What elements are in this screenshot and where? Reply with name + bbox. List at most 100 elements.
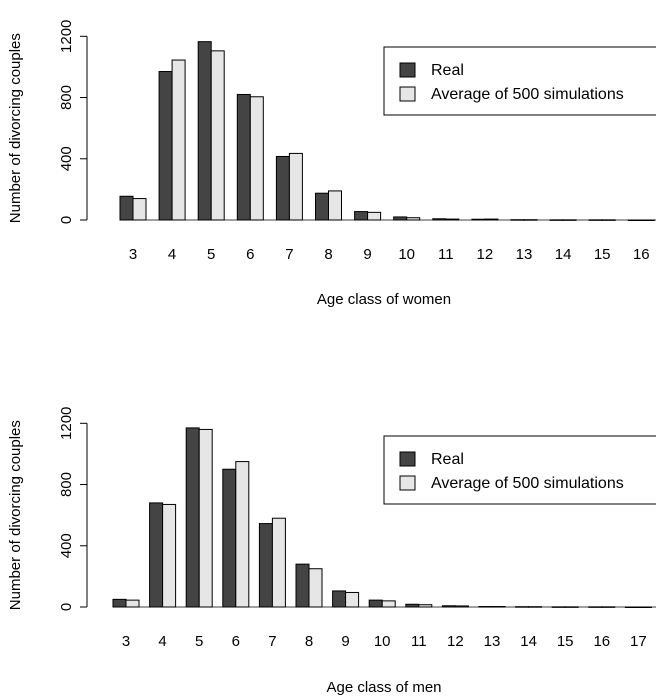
chart-men: 0 400 800 1200 Number of divorcing couples 3 4… <box>0 388 656 698</box>
x-tick-label: 7 <box>268 633 276 650</box>
x-tick-label: 6 <box>232 633 240 650</box>
bar-real <box>185 427 200 608</box>
bar-simulated <box>381 600 396 608</box>
legend-label-real: Real <box>431 62 464 79</box>
y-tick-label: 400 <box>58 146 75 171</box>
bar-simulated <box>484 218 499 221</box>
x-axis-title: Age class of men <box>326 679 441 696</box>
bar-real <box>197 41 212 221</box>
bar-simulated <box>528 606 543 608</box>
bar-real <box>275 155 290 221</box>
bar-simulated <box>132 198 147 221</box>
bar-real <box>588 219 603 221</box>
bar-real <box>393 216 408 221</box>
x-tick-label: 3 <box>129 246 137 263</box>
chart-women: 0 400 800 1200 Number of divorcing couples 3 4… <box>0 0 656 330</box>
bar-real <box>588 606 603 608</box>
legend-label-simulated: Average of 500 simulations <box>431 475 624 492</box>
bar-simulated <box>640 219 655 221</box>
x-tick-label: 12 <box>447 633 464 650</box>
bar-real <box>624 606 639 608</box>
x-tick-label: 8 <box>324 246 332 263</box>
legend-box <box>383 435 656 505</box>
bar-simulated <box>601 219 616 221</box>
bar-simulated <box>564 606 579 608</box>
bar-simulated <box>162 503 177 608</box>
y-tick-label: 0 <box>58 216 75 224</box>
bar-real <box>405 603 420 608</box>
bar-real <box>549 219 564 221</box>
legend: Real Average of 500 simulations <box>383 435 656 505</box>
chart-men-svg: 0 400 800 1200 Number of divorcing couples 3 4… <box>7 407 656 696</box>
y-tick-label: 800 <box>58 472 75 497</box>
bar-real <box>551 606 566 608</box>
bar-real <box>315 192 329 221</box>
y-axis-title: Number of divorcing couples <box>7 420 24 610</box>
bar-simulated <box>328 190 342 221</box>
bar-simulated <box>271 517 286 608</box>
x-tick-label: 17 <box>630 633 647 650</box>
bar-simulated <box>345 591 360 608</box>
y-tick-label: 400 <box>58 533 75 558</box>
x-tick-label: 10 <box>374 633 391 650</box>
bar-simulated <box>637 606 652 608</box>
x-tick-label: 12 <box>477 246 494 263</box>
x-tick-label: 6 <box>246 246 254 263</box>
x-tick-label: 5 <box>207 246 215 263</box>
bar-real <box>471 218 486 221</box>
legend-swatch-real <box>399 62 416 78</box>
chart-women-svg: 0 400 800 1200 Number of divorcing couples 3 4… <box>7 20 656 308</box>
y-tick-label: 800 <box>58 85 75 110</box>
x-tick-label: 10 <box>398 246 415 263</box>
x-tick-label: 8 <box>305 633 313 650</box>
bar-real <box>295 563 310 608</box>
legend: Real Average of 500 simulations <box>383 46 656 116</box>
legend-box <box>383 46 656 116</box>
bar-simulated <box>235 461 250 608</box>
y-tick-label: 1200 <box>58 20 75 53</box>
bar-real <box>112 598 127 608</box>
bar-simulated <box>601 606 616 608</box>
bar-simulated <box>249 96 264 221</box>
bar-simulated <box>198 428 213 608</box>
bar-real <box>441 605 456 608</box>
y-tick-label: 1200 <box>58 407 75 440</box>
bar-simulated <box>406 217 421 221</box>
bar-real <box>149 502 164 608</box>
legend-swatch-real <box>399 451 416 467</box>
bar-simulated <box>171 59 186 221</box>
bar-simulated <box>523 219 538 221</box>
bar-real <box>432 218 447 221</box>
x-tick-label: 16 <box>633 246 650 263</box>
bar-simulated <box>210 50 225 221</box>
bar-real <box>368 599 383 608</box>
bar-real <box>478 606 493 608</box>
x-tick-label: 9 <box>363 246 371 263</box>
bar-simulated <box>454 605 469 608</box>
x-tick-label: 5 <box>195 633 203 650</box>
bar-real <box>332 590 347 608</box>
legend-label-real: Real <box>431 451 464 468</box>
y-axis-title: Number of divorcing couples <box>7 33 24 223</box>
x-tick-label: 11 <box>438 246 454 263</box>
bar-simulated <box>562 219 577 221</box>
bar-simulated <box>288 152 303 221</box>
bar-simulated <box>418 604 433 608</box>
x-axis-title: Age class of women <box>317 291 451 308</box>
x-tick-label: 7 <box>285 246 293 263</box>
bar-real <box>158 71 173 221</box>
bar-real <box>354 211 369 221</box>
x-tick-label: 3 <box>122 633 130 650</box>
x-tick-label: 9 <box>341 633 349 650</box>
legend-swatch-simulated <box>399 86 416 102</box>
bar-real <box>627 219 642 221</box>
bar-real <box>515 606 530 608</box>
bar-simulated <box>125 599 140 608</box>
x-tick-label: 14 <box>555 246 572 263</box>
x-tick-label: 14 <box>520 633 537 650</box>
x-tick-label: 11 <box>411 633 427 650</box>
legend-swatch-simulated <box>399 475 416 491</box>
x-tick-label: 15 <box>557 633 574 650</box>
bar-simulated <box>367 211 382 221</box>
bar-simulated <box>491 606 506 608</box>
